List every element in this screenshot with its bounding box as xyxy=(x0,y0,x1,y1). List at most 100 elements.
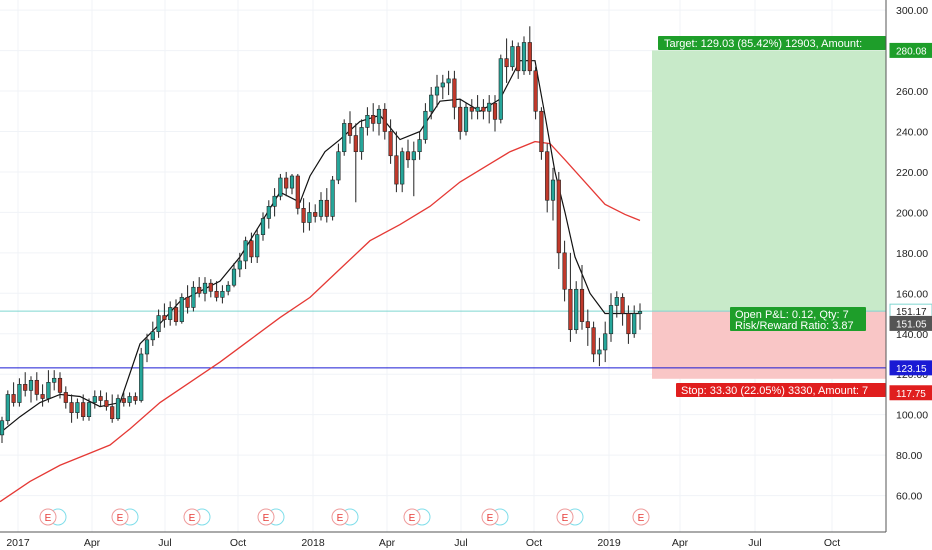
price-level-box-text: 151.05 xyxy=(896,319,927,330)
pl-callout[interactable]: Open P&L: 0.12, Qty: 7 Risk/Reward Ratio… xyxy=(730,307,866,332)
candle-body xyxy=(168,307,173,320)
earnings-marker-circle xyxy=(403,508,421,526)
candle-body xyxy=(307,212,312,223)
candle-body xyxy=(69,402,74,413)
target-callout-text: Target: 129.03 (85.42%) 12903, Amount: xyxy=(664,38,862,50)
earnings-marker-circle xyxy=(481,508,499,526)
earnings-marker-label: E xyxy=(487,513,494,524)
time-tick-label: Jul xyxy=(454,537,467,549)
earnings-marker[interactable]: E xyxy=(331,508,359,526)
price-tick-label: 220.00 xyxy=(896,167,928,179)
candle-body xyxy=(342,123,347,153)
earnings-marker[interactable]: E xyxy=(632,508,650,526)
earnings-marker[interactable]: E xyxy=(556,508,584,526)
candle-body xyxy=(324,199,329,217)
candle-body xyxy=(5,394,10,422)
price-axis-background xyxy=(886,0,932,532)
earnings-marker-label: E xyxy=(117,513,124,524)
candle-body xyxy=(179,297,184,322)
candle-body xyxy=(63,392,68,403)
candle-body xyxy=(440,82,445,88)
candle-body xyxy=(214,290,219,298)
candle-body xyxy=(237,260,242,270)
candle-body xyxy=(52,377,57,383)
time-tick-label: Apr xyxy=(672,537,689,549)
candle-body xyxy=(266,206,271,219)
candle-body xyxy=(556,179,561,254)
candle-body xyxy=(423,110,428,140)
candle-body xyxy=(295,175,300,209)
time-tick-label: Apr xyxy=(379,537,396,549)
earnings-marker-label: E xyxy=(562,513,569,524)
candle-body xyxy=(144,339,150,355)
price-tick-label: 260.00 xyxy=(896,86,928,98)
candle-body xyxy=(382,108,387,132)
slow-moving-average-line xyxy=(0,140,641,503)
candle-body xyxy=(197,286,202,294)
candle-body xyxy=(475,106,480,112)
time-tick-label: Apr xyxy=(84,537,101,549)
price-level-box-text: 151.17 xyxy=(896,307,927,318)
candle-body xyxy=(121,398,126,403)
price-level-box-text: 123.15 xyxy=(896,364,927,375)
price-tick-label: 60.00 xyxy=(896,491,922,503)
candle-body xyxy=(127,396,132,403)
candle-body xyxy=(498,58,503,120)
candle-body xyxy=(417,139,422,153)
candle-body xyxy=(115,398,121,420)
stop-callout[interactable]: Stop: 33.30 (22.05%) 3330, Amount: 7 xyxy=(676,383,886,397)
price-level-box: 117.75 xyxy=(889,385,932,401)
earnings-marker[interactable]: E xyxy=(257,508,285,526)
earnings-marker-label: E xyxy=(263,513,270,524)
candle-body xyxy=(249,240,254,258)
candle-body xyxy=(568,288,573,331)
candle-body xyxy=(17,384,22,403)
candle-body xyxy=(272,195,277,207)
candle-body xyxy=(504,58,509,68)
price-level-box-bg xyxy=(889,385,932,401)
earnings-marker-label: E xyxy=(45,513,52,524)
candle-body xyxy=(365,115,370,128)
candle-body xyxy=(614,297,619,306)
time-tick-label: 2017 xyxy=(6,537,30,549)
target-callout[interactable]: Target: 129.03 (85.42%) 12903, Amount: xyxy=(658,36,886,50)
earnings-marker[interactable]: E xyxy=(481,508,509,526)
earnings-marker[interactable]: E xyxy=(111,508,139,526)
candle-body xyxy=(284,177,289,189)
candle-body xyxy=(75,402,80,413)
candle-body xyxy=(434,86,440,96)
candle-body xyxy=(626,313,631,335)
candle-body xyxy=(487,102,492,112)
price-tick-label: 100.00 xyxy=(896,410,928,422)
time-axis-ticks[interactable]: 2017 Apr Jul Oct 2018 Apr Jul Oct 2019 Apr Jul Oct xyxy=(6,537,840,549)
candle-body xyxy=(336,151,341,181)
earnings-marker-label: E xyxy=(638,513,645,524)
earnings-marker[interactable]: E xyxy=(403,508,431,526)
candle-body xyxy=(313,212,318,217)
candle-body xyxy=(574,288,579,331)
candle-body xyxy=(289,175,295,189)
candle-body xyxy=(318,199,324,217)
price-level-box: 151.05 xyxy=(889,315,932,331)
candle-body xyxy=(603,333,608,351)
target-zone[interactable] xyxy=(652,50,886,312)
candle-body xyxy=(202,282,208,294)
price-level-box-bg xyxy=(889,360,932,376)
candle-body xyxy=(92,396,97,403)
earnings-marker-label: E xyxy=(409,513,416,524)
earnings-marker-circle xyxy=(183,508,201,526)
candle-body xyxy=(533,70,538,112)
candle-body xyxy=(527,42,532,72)
candle-body xyxy=(521,42,527,72)
candle-body xyxy=(208,282,213,292)
candle-body xyxy=(81,402,86,417)
candle-body xyxy=(550,179,556,201)
earnings-marker-circle xyxy=(111,508,129,526)
candle-body xyxy=(23,384,28,391)
candle-body xyxy=(255,234,260,258)
earnings-marker[interactable]: E xyxy=(39,508,67,526)
earnings-marker[interactable]: E xyxy=(183,508,211,526)
